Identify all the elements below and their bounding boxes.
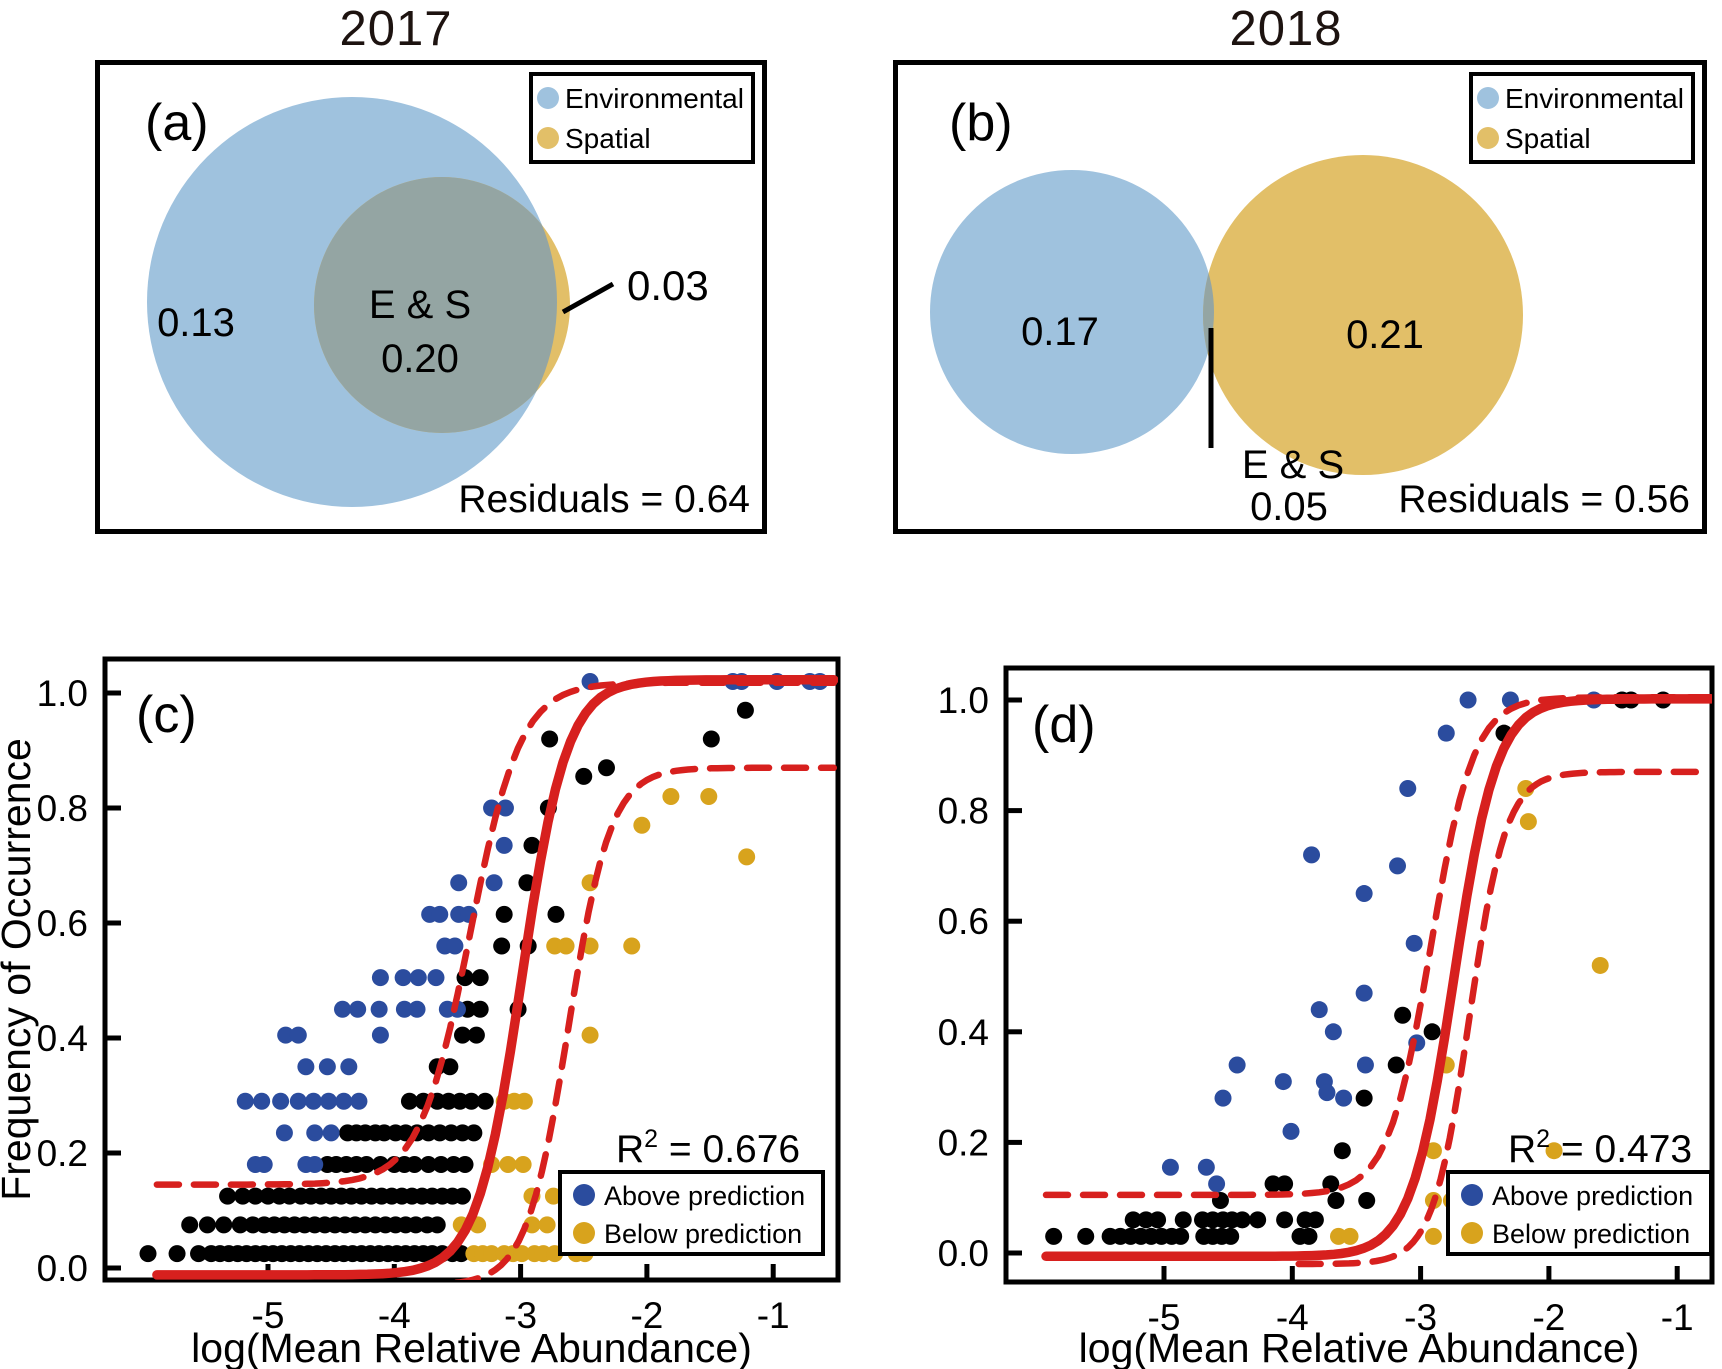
scatter-legend: Above prediction Below prediction: [1446, 1170, 1713, 1256]
residuals-label: Residuals = 0.56: [1398, 478, 1690, 521]
x-axis-title: log(Mean Relative Abundance): [191, 1325, 752, 1369]
points-above_prediction: [1161, 691, 1603, 1193]
y-tick-label: 0.2: [37, 1133, 88, 1174]
axes: -5 -4 -3 -2 -1 0.0 0.2 0.4 0.6 0.8 1.0: [37, 673, 790, 1336]
scatter-2018-panel: -5 -4 -3 -2 -1 0.0 0.2 0.4 0.6 0.8 1.0 log(Mean Rel…: [938, 665, 1715, 1369]
legend-item-label: Above prediction: [1492, 1181, 1693, 1211]
r-squared-label: R2 = 0.473: [1508, 1125, 1692, 1171]
x-tick-label: -2: [630, 1295, 663, 1336]
ci_lower-curve: [451, 764, 838, 1280]
legend-item-label: Below prediction: [604, 1219, 802, 1249]
above-prediction-swatch-icon: [573, 1184, 595, 1206]
y-tick-label: 0.8: [938, 791, 989, 832]
spatial-legend-swatch-icon: [1477, 127, 1499, 149]
scatter-points: [139, 673, 829, 1263]
venn-value-label: 0.21: [1346, 313, 1424, 357]
spatial-circle: [1203, 155, 1523, 475]
venn-value-label: 0.17: [1021, 310, 1099, 354]
panel-frame: [95, 60, 767, 534]
legend-item-label: Environmental: [565, 83, 744, 114]
panel-frame: [893, 60, 1707, 534]
environmental-legend-swatch-icon: [1477, 87, 1499, 109]
ci_upper-curve: [1042, 693, 1712, 1199]
overlap-region: [314, 177, 557, 433]
axes: -5 -4 -3 -2 -1 0.0 0.2 0.4 0.6 0.8 1.0: [938, 680, 1694, 1338]
x-axis-title: log(Mean Relative Abundance): [1079, 1325, 1640, 1369]
x-tick-label: -4: [1276, 1297, 1309, 1338]
legend-item-label: Spatial: [1505, 123, 1591, 154]
y-tick-label: 0.2: [938, 1122, 989, 1163]
residuals-label: Residuals = 0.64: [458, 478, 750, 521]
legend-item-label: Below prediction: [1492, 1219, 1690, 1249]
x-tick-label: -2: [1532, 1297, 1565, 1338]
scatter-2017-panel: -5 -4 -3 -2 -1 0.0 0.2 0.4 0.6 0.8 1.0 log(Mean Rel…: [0, 656, 841, 1369]
venn-legend: Environmental Spatial: [1469, 72, 1695, 164]
scatter-points: [1045, 691, 1672, 1245]
venn-value-label: E & S: [369, 283, 471, 327]
x-tick-label: -3: [1404, 1297, 1437, 1338]
panel-letter: (d): [1032, 696, 1096, 754]
r-squared-label: R2 = 0.676: [616, 1125, 800, 1171]
above-prediction-swatch-icon: [1461, 1184, 1483, 1206]
below-prediction-swatch-icon: [1461, 1222, 1483, 1244]
points-above_prediction: [236, 673, 829, 1173]
column-title-2018: 2018: [1229, 2, 1343, 56]
spatial-callout-line: [561, 281, 615, 315]
venn-circles: [147, 97, 570, 507]
legend-item-label: Spatial: [565, 123, 651, 154]
venn-2018-panel: 0.17 0.21 E & S0.05 (b) Environmental Spatial…: [893, 60, 1707, 534]
scatter-legend: Above prediction Below prediction: [558, 1170, 825, 1256]
y-tick-label: 0.8: [37, 788, 88, 829]
venn-value-label: 0.20: [381, 337, 459, 381]
x-tick-label: -3: [504, 1295, 537, 1336]
spatial-legend-swatch-icon: [537, 127, 559, 149]
y-tick-label: 0.0: [37, 1248, 88, 1289]
points-neutral: [139, 701, 754, 1263]
x-tick-label: -4: [378, 1295, 411, 1336]
column-title-2017: 2017: [339, 2, 453, 56]
environmental-legend-swatch-icon: [537, 87, 559, 109]
venn-value-label: 0.05: [1250, 485, 1328, 529]
ci_lower-curve: [1295, 768, 1712, 1268]
y-tick-label: 0.6: [938, 901, 989, 942]
plot-frame: [1003, 665, 1715, 1285]
panel-letter: (c): [136, 686, 197, 744]
ci_upper-curve: [153, 679, 838, 1188]
y-tick-label: 1.0: [938, 680, 989, 721]
venn-value-label: 0.13: [157, 301, 235, 345]
x-tick-label: -5: [252, 1295, 285, 1336]
y-tick-label: 0.6: [37, 903, 88, 944]
panel-letter: (b): [949, 94, 1013, 152]
legend-item-label: Environmental: [1505, 83, 1684, 114]
venn-circles: [930, 155, 1523, 475]
x-tick-label: -1: [1661, 1297, 1694, 1338]
y-axis-title: Frequency of Occurrence: [0, 738, 39, 1201]
panel-letter: (a): [145, 94, 209, 152]
y-tick-label: 0.4: [37, 1018, 88, 1059]
y-tick-label: 0.0: [938, 1233, 989, 1274]
x-tick-label: -1: [757, 1295, 790, 1336]
y-tick-label: 0.4: [938, 1012, 989, 1053]
venn-2017-panel: 0.03 0.13 E & S 0.20 (a) Environmental Spatial…: [95, 60, 767, 534]
spatial-value-label: 0.03: [627, 262, 709, 309]
fitted-curves: [1041, 693, 1712, 1268]
environmental-circle: [930, 170, 1214, 454]
y-tick-label: 1.0: [37, 673, 88, 714]
below-prediction-swatch-icon: [573, 1222, 595, 1244]
legend-item-label: Above prediction: [604, 1181, 805, 1211]
fitted-curves: [152, 675, 838, 1280]
x-tick-label: -5: [1148, 1297, 1181, 1338]
venn-value-label: E & S: [1242, 443, 1344, 487]
venn-legend: Environmental Spatial: [529, 72, 755, 164]
